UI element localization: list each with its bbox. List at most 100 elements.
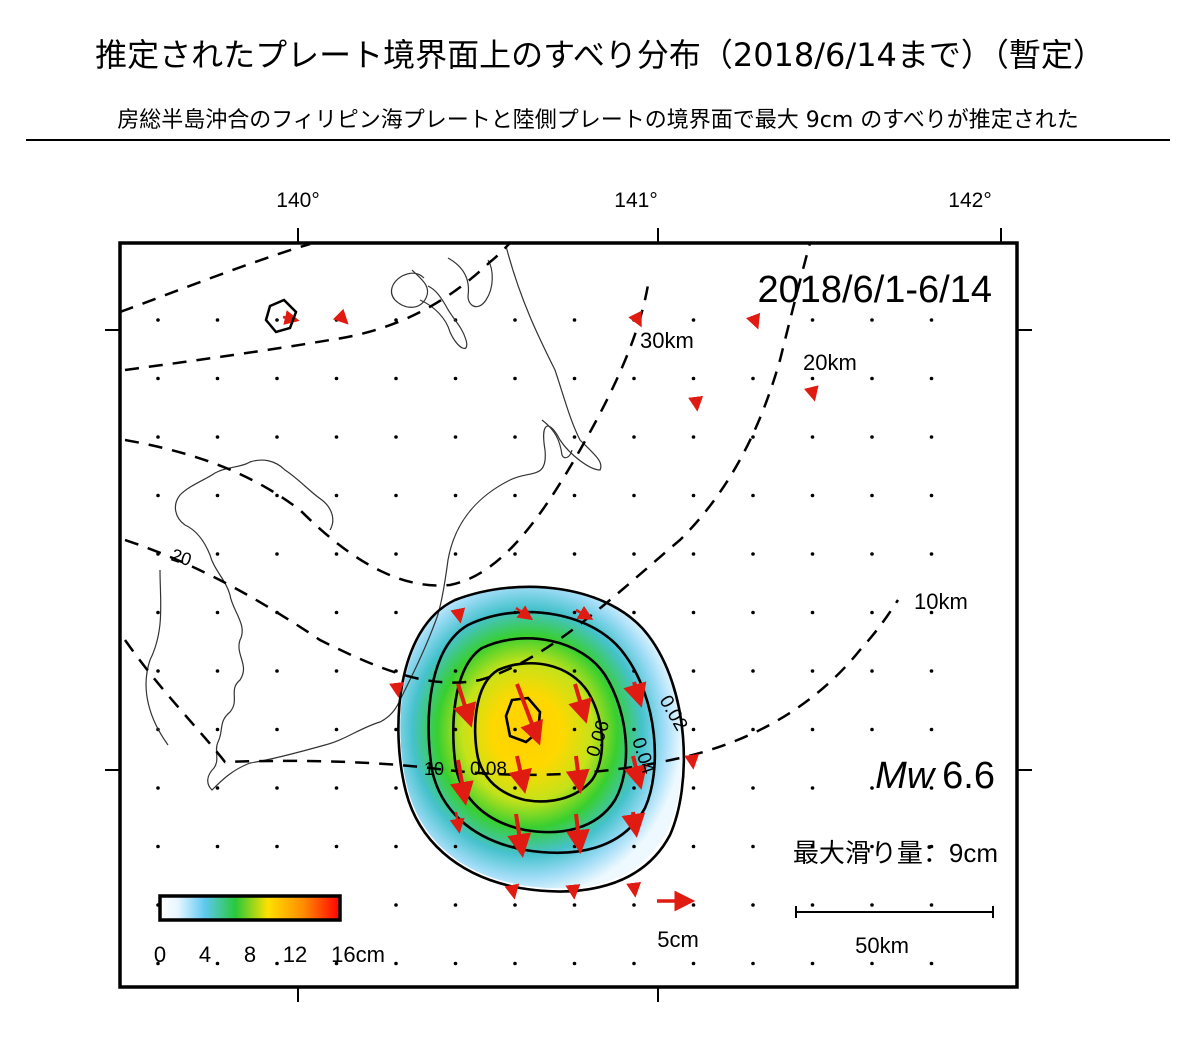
lon-label-141: 141°	[614, 189, 657, 212]
grid-point	[275, 552, 279, 556]
grid-point	[334, 844, 339, 849]
slip-vector	[515, 605, 534, 621]
grid-point	[394, 786, 398, 790]
grid-point	[691, 376, 696, 381]
grid-point	[394, 844, 398, 849]
grid-point	[751, 961, 755, 966]
grid-point	[394, 552, 398, 556]
grid-point	[156, 669, 160, 673]
grid-point	[453, 903, 458, 907]
depth-label-small-10: 10	[424, 759, 444, 779]
grid-point	[632, 786, 636, 790]
grid-point	[870, 669, 874, 673]
grid-point	[215, 552, 220, 556]
grid-point	[215, 435, 220, 439]
grid-point	[572, 727, 577, 732]
grid-point	[215, 786, 220, 790]
grid-point	[810, 435, 815, 439]
grid-point	[156, 610, 160, 615]
grid-point	[334, 376, 339, 381]
grid-point	[215, 493, 220, 498]
slip-vector	[449, 811, 465, 834]
grid-point	[810, 318, 815, 322]
grid-point	[275, 844, 279, 849]
grid-point	[810, 903, 815, 907]
grid-point	[632, 903, 636, 907]
slip-vector	[688, 395, 704, 412]
grid-point	[632, 844, 636, 849]
grid-point	[929, 786, 934, 790]
slip-vector	[508, 755, 532, 794]
grid-point	[215, 318, 220, 322]
vector-scale-label: 5cm	[657, 927, 699, 952]
grid-point	[334, 493, 339, 498]
grid-point	[513, 318, 517, 322]
magnitude-text: Mw 6.6	[875, 755, 995, 797]
slip-vector	[450, 759, 474, 806]
grid-point	[751, 786, 755, 790]
grid-point	[810, 844, 815, 849]
grid-point	[810, 669, 815, 673]
grid-point	[810, 376, 815, 381]
grid-point	[691, 669, 696, 673]
period-label: 2018/6/1-6/14	[757, 269, 992, 311]
grid-point	[691, 610, 696, 615]
slip-vectors	[282, 308, 819, 900]
grid-point	[513, 552, 517, 556]
grid-point	[275, 669, 279, 673]
grid-point	[810, 727, 815, 732]
grid-point	[572, 435, 577, 439]
grid-point	[870, 961, 874, 966]
grid-point	[870, 786, 874, 790]
grid-point	[691, 552, 696, 556]
grid-point	[810, 961, 815, 966]
grid-point	[751, 610, 755, 615]
slip-vector	[565, 755, 590, 794]
grid-point	[215, 376, 220, 381]
grid-point	[513, 376, 517, 381]
slip-vector	[623, 755, 648, 790]
grid-point	[751, 669, 755, 673]
grid-point	[751, 903, 755, 907]
grid-point	[929, 493, 934, 498]
grid-point	[334, 786, 339, 790]
grid-point	[632, 552, 636, 556]
grid-point	[215, 669, 220, 673]
grid-point	[275, 318, 279, 322]
grid-point	[929, 844, 934, 849]
grid-point	[870, 318, 874, 322]
grid-point	[870, 727, 874, 732]
grid-point	[691, 903, 696, 907]
grid-point	[156, 786, 160, 790]
slip-vector	[621, 811, 646, 838]
grid-point	[632, 376, 636, 381]
grid-point	[334, 727, 339, 732]
grid-point	[929, 961, 934, 966]
grid-point	[632, 610, 636, 615]
grid-point	[929, 610, 934, 615]
slip-vector	[565, 813, 590, 854]
grid-point	[572, 961, 577, 966]
slip-vector	[623, 681, 647, 708]
grid-point	[691, 844, 696, 849]
grid-point	[215, 961, 220, 966]
grid-point	[751, 552, 755, 556]
grid-point	[453, 435, 458, 439]
grid-point	[453, 727, 458, 732]
grid-point	[156, 493, 160, 498]
grid-point	[394, 318, 398, 322]
slip-vector	[803, 385, 819, 402]
grid-point	[334, 961, 339, 966]
grid-point	[929, 318, 934, 322]
colorbar-tick-4: 4	[199, 942, 211, 967]
grid-point	[691, 961, 696, 966]
grid-point	[632, 493, 636, 498]
grid-point	[156, 376, 160, 381]
grid-point	[751, 493, 755, 498]
grid-point	[394, 493, 398, 498]
grid-point	[334, 552, 339, 556]
grid-point	[632, 318, 636, 322]
slip-vector	[746, 312, 761, 330]
grid-point	[929, 552, 934, 556]
